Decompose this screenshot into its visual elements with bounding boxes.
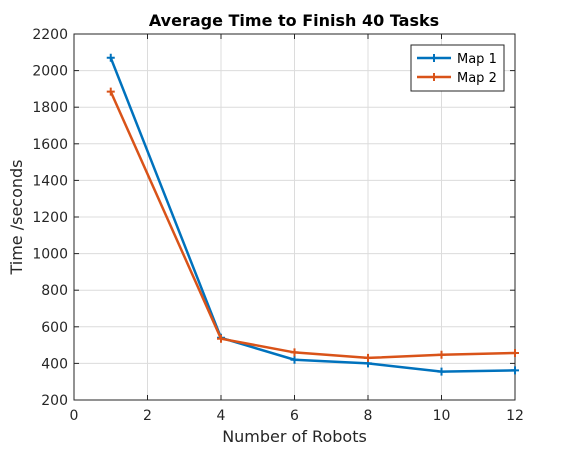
y-tick-label: 1200 <box>32 210 68 226</box>
series-layer <box>106 53 519 376</box>
data-point <box>437 350 446 359</box>
data-point <box>290 355 299 364</box>
legend-item: Map 2 <box>417 71 497 86</box>
legend-label: Map 1 <box>457 52 497 67</box>
series-line <box>109 57 516 373</box>
legend: Map 1 Map 2 <box>410 44 505 92</box>
x-axis-ticks: 0 2 4 6 8 10 12 <box>70 34 524 424</box>
x-tick-label: 0 <box>70 408 79 424</box>
legend-label: Map 2 <box>457 71 497 86</box>
series-2 <box>106 87 519 362</box>
x-tick-label: 8 <box>364 408 373 424</box>
chart-title: Average Time to Finish 40 Tasks <box>149 11 439 30</box>
y-tick-label: 2200 <box>32 27 68 43</box>
y-tick-label: 200 <box>41 393 68 409</box>
legend-item: Map 1 <box>417 52 497 67</box>
x-tick-label: 6 <box>290 408 299 424</box>
series-1 <box>106 53 519 376</box>
y-axis-label: Time /seconds <box>7 159 26 275</box>
data-point <box>217 334 225 343</box>
x-tick-label: 12 <box>506 408 524 424</box>
data-point <box>106 87 115 96</box>
data-point <box>290 348 299 357</box>
x-tick-label: 4 <box>217 408 226 424</box>
y-tick-label: 1600 <box>32 137 68 153</box>
x-tick-label: 10 <box>433 408 451 424</box>
y-tick-label: 1000 <box>32 247 68 263</box>
data-point <box>437 367 446 376</box>
y-tick-label: 2000 <box>32 64 68 80</box>
legend-marker <box>430 73 438 81</box>
data-point <box>364 353 372 362</box>
data-point <box>511 348 519 357</box>
legend-box <box>410 44 505 92</box>
legend-marker <box>430 54 438 62</box>
y-tick-label: 400 <box>41 356 68 372</box>
data-point <box>511 366 519 375</box>
data-point <box>106 53 115 62</box>
y-tick-label: 1800 <box>32 100 68 116</box>
y-tick-label: 1400 <box>32 173 68 189</box>
y-tick-label: 600 <box>41 320 68 336</box>
series-line <box>109 91 516 360</box>
x-tick-label: 2 <box>143 408 152 424</box>
y-axis-ticks: 200 400 600 800 1000 1200 1400 1600 1800 2000 2200 <box>32 27 515 409</box>
x-axis-label: Number of Robots <box>222 427 367 446</box>
y-tick-label: 800 <box>41 283 68 299</box>
